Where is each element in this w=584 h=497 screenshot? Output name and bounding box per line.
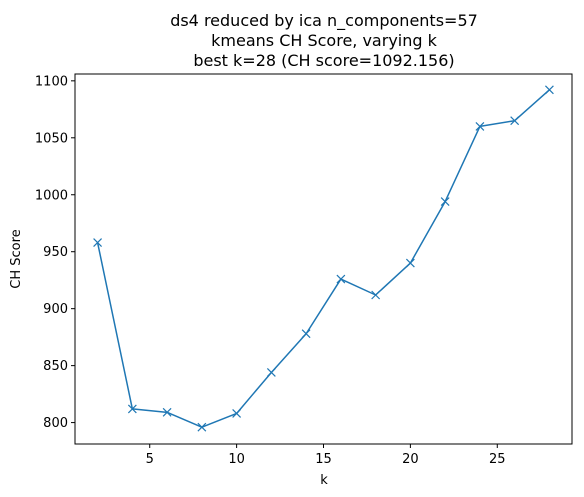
y-tick-label: 1100 [35, 74, 68, 89]
data-point-marker [337, 275, 345, 283]
x-tick-label: 25 [489, 452, 506, 467]
x-axis-label: k [320, 473, 328, 488]
y-tick-label: 950 [43, 245, 68, 260]
data-point-marker [406, 259, 414, 267]
x-tick-label: 5 [146, 452, 154, 467]
x-tick-label: 20 [402, 452, 419, 467]
data-point-marker [441, 198, 449, 206]
axis-ticks: 5 10 15 20 25 800 850 900 950 1000 1050 1100 [35, 74, 506, 467]
data-point-marker [267, 368, 275, 376]
data-point-marker [372, 291, 380, 299]
y-tick-label: 1000 [35, 188, 68, 203]
data-point-marker [302, 330, 310, 338]
y-tick-label: 1050 [35, 131, 68, 146]
data-point-marker [233, 409, 241, 417]
y-tick-label: 900 [43, 302, 68, 317]
data-point-marker [198, 423, 206, 431]
y-tick-label: 850 [43, 359, 68, 374]
series-line [98, 90, 550, 427]
series-layer [94, 86, 554, 431]
plot-frame [75, 74, 572, 444]
chart-title-line-1: ds4 reduced by ica n_components=57 [170, 11, 478, 31]
y-axis-label: CH Score [9, 229, 24, 288]
chart-title-line-2: kmeans CH Score, varying k [211, 31, 437, 50]
x-tick-label: 10 [228, 452, 245, 467]
data-point-marker [545, 86, 553, 94]
y-tick-label: 800 [43, 416, 68, 431]
chart-title-line-3: best k=28 (CH score=1092.156) [193, 51, 454, 70]
x-tick-label: 15 [315, 452, 332, 467]
